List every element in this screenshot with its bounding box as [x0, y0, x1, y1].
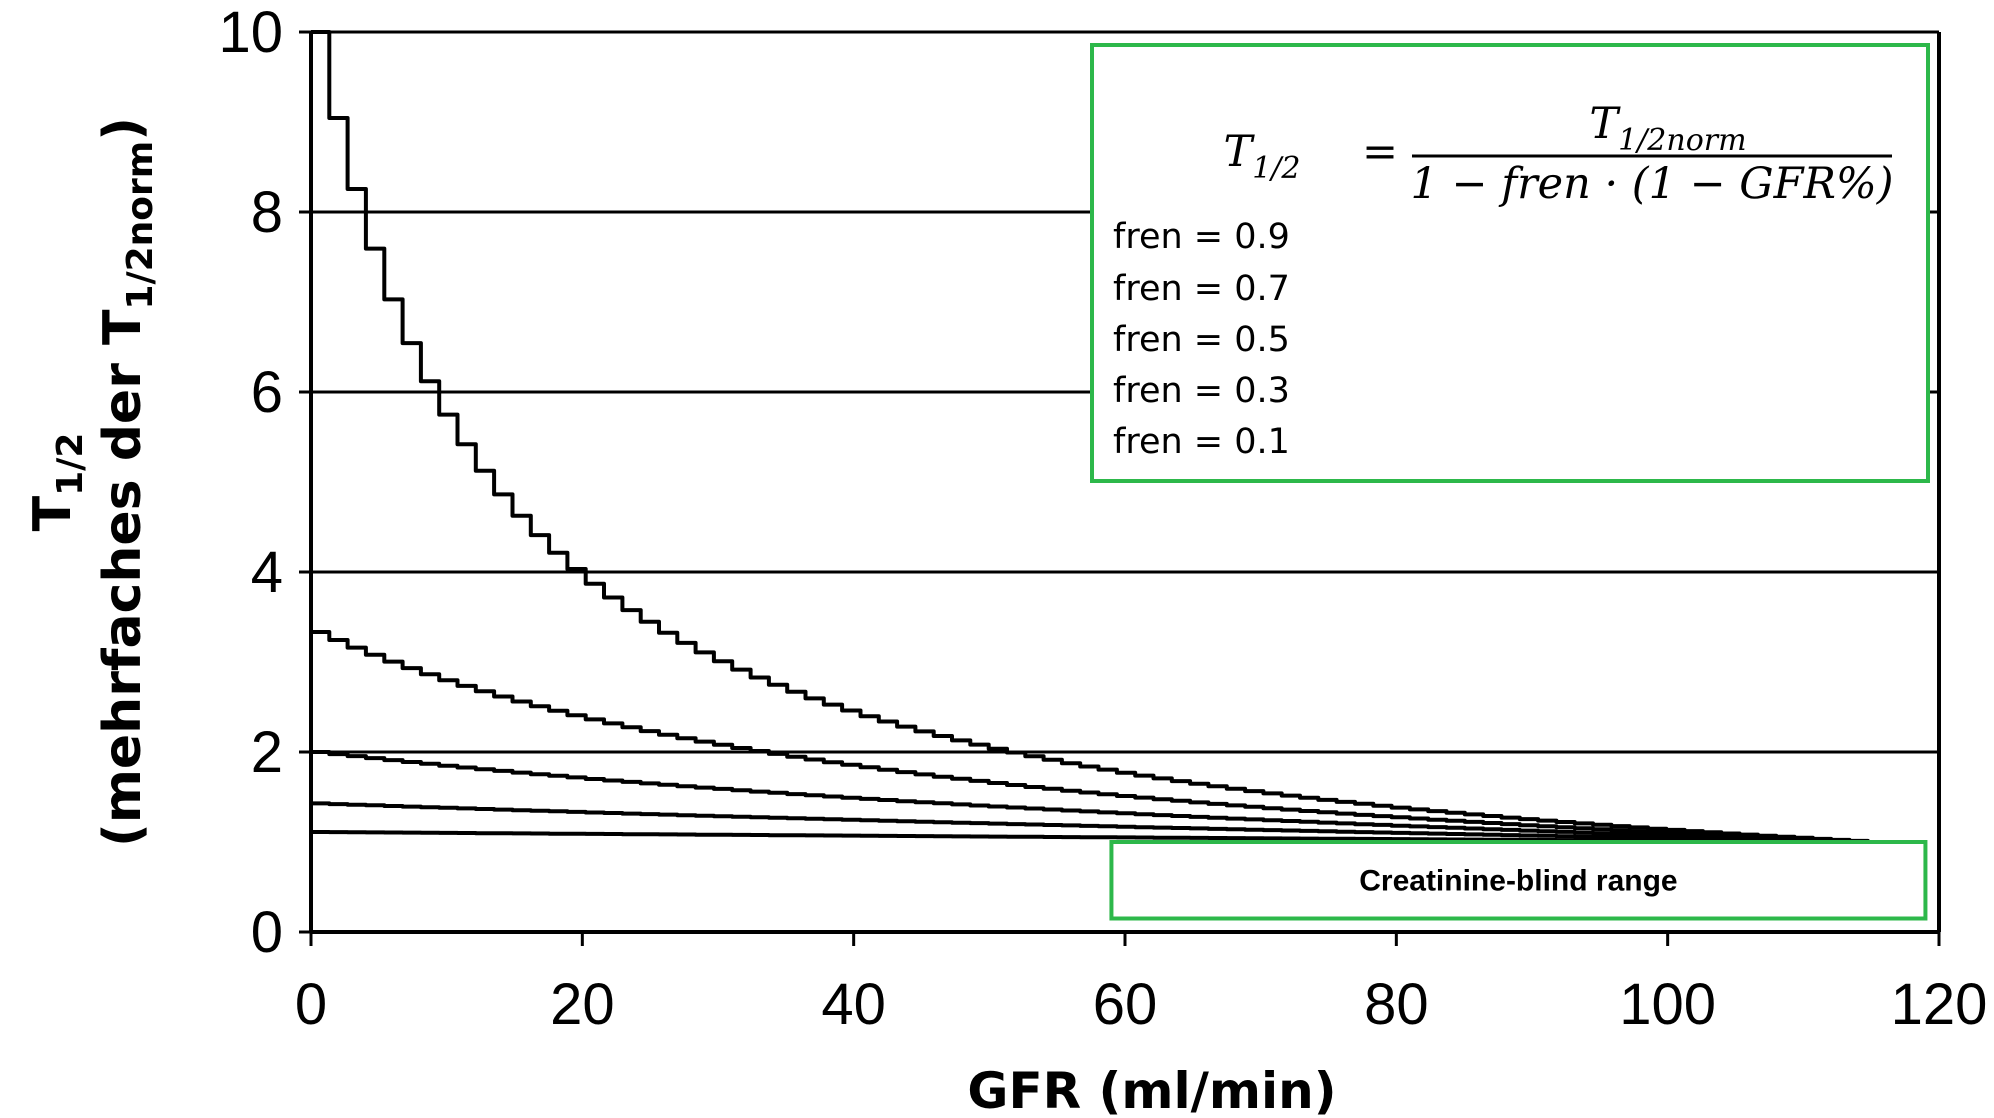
- y-tick-label: 6: [251, 360, 283, 425]
- x-tick-label: 100: [1619, 972, 1716, 1037]
- formula-lhs-sub: 1/2: [1252, 151, 1300, 186]
- svg-text:T1/2: T1/2: [1224, 127, 1301, 186]
- x-tick-label: 40: [821, 972, 886, 1037]
- legend-entry: fren = 0.5: [1113, 320, 1290, 360]
- y-tick-label: 8: [251, 180, 283, 245]
- y-axis-title-line2-sub: 1/2norm: [120, 141, 161, 310]
- y-tick-label: 2: [251, 720, 283, 785]
- svg-text:(mehrfaches der T1/2norm): (mehrfaches der T1/2norm): [93, 117, 161, 847]
- x-tick-label: 20: [550, 972, 615, 1037]
- svg-text:T1/2norm: T1/2norm: [1589, 99, 1746, 158]
- legend-entry: fren = 0.3: [1113, 371, 1290, 411]
- creatinine-blind-range-label: Creatinine-blind range: [1359, 864, 1677, 897]
- formula-numerator: T: [1589, 99, 1621, 149]
- formula-denominator: 1 − fren · (1 − GFR%): [1410, 159, 1893, 209]
- legend-box: [1090, 43, 1930, 483]
- y-axis-title-main: T: [23, 495, 83, 531]
- series-line-fren-0-3: [311, 801, 1870, 844]
- y-tick-label: 0: [251, 900, 283, 965]
- creatinine-blind-range: Creatinine-blind range: [1109, 840, 1928, 921]
- legend-entry: fren = 0.9: [1113, 217, 1290, 257]
- series-line-fren-0-5: [311, 750, 1870, 844]
- svg-text:T1/2: T1/2: [23, 433, 91, 532]
- y-tick-label: 10: [218, 0, 283, 65]
- y-axis-title-sub: 1/2: [50, 433, 91, 496]
- formula-equals: =: [1362, 127, 1398, 177]
- creatinine-blind-range-box: [1109, 840, 1928, 921]
- x-axis-title: GFR (ml/min): [967, 1062, 1336, 1118]
- legend-formula: T1/2 = T1/2norm 1 − fren · (1 − GFR%): [1224, 99, 1894, 209]
- y-axis-title-line2: (mehrfaches der T: [93, 309, 153, 847]
- formula-numerator-sub: 1/2norm: [1618, 123, 1746, 158]
- y-tick-label: 4: [251, 540, 283, 605]
- series-line-fren-0-9: [311, 30, 1870, 843]
- x-tick-label: 120: [1891, 972, 1988, 1037]
- x-tick-label: 0: [295, 972, 327, 1037]
- legend-entry: fren = 0.1: [1113, 422, 1290, 462]
- y-axis-title-line2-end: ): [93, 117, 153, 141]
- x-tick-label: 60: [1093, 972, 1158, 1037]
- x-tick-label: 80: [1364, 972, 1429, 1037]
- series-line-fren-0-7: [311, 630, 1870, 844]
- legend-entry: fren = 0.7: [1113, 269, 1290, 309]
- y-axis-title: T1/2 (mehrfaches der T1/2norm): [23, 117, 161, 847]
- legend: T1/2 = T1/2norm 1 − fren · (1 − GFR%) fr…: [1090, 43, 1930, 483]
- formula-lhs: T: [1224, 127, 1256, 177]
- legend-entries: fren = 0.9 fren = 0.7 fren = 0.5 fren = …: [1113, 217, 1290, 462]
